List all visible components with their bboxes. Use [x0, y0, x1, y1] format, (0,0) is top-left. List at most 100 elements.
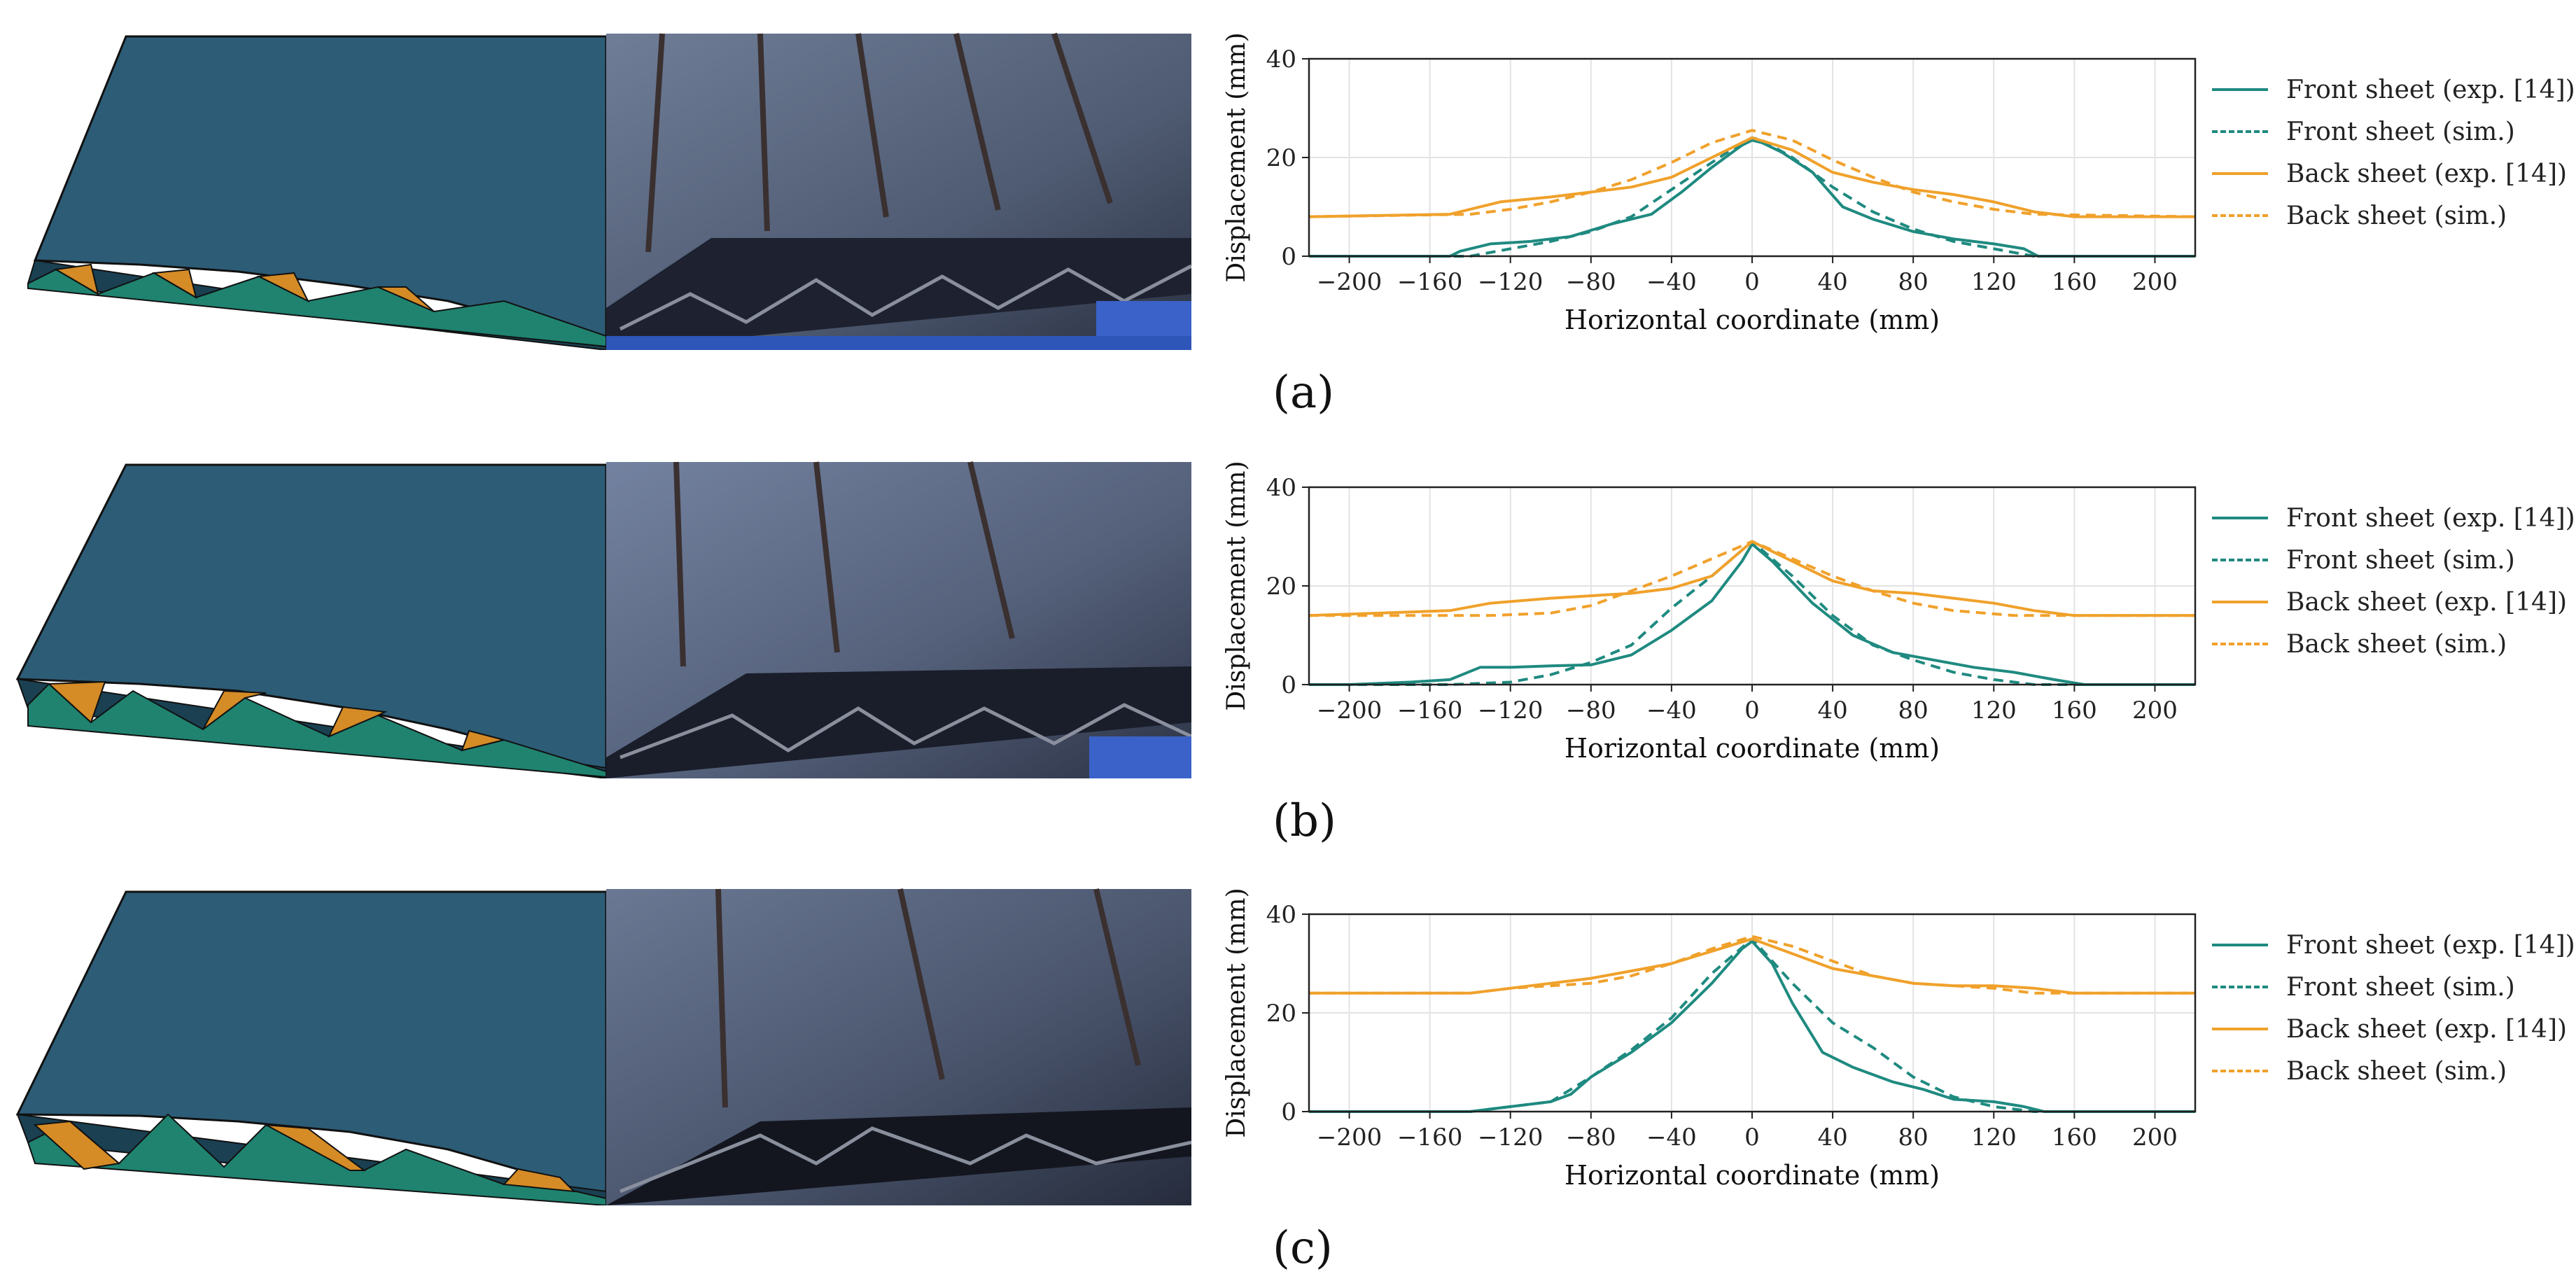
legend-item-front-exp: Front sheet (exp. [14]) — [2212, 928, 2575, 962]
series-line-3 — [1309, 937, 2195, 995]
x-tick-label: 80 — [1898, 268, 1928, 296]
panel-label-a: (a) — [1273, 367, 1335, 419]
x-tick-label: −160 — [1397, 1124, 1462, 1152]
y-axis-label: Displacement (mm) — [1222, 888, 1251, 1138]
legend-swatch-front-sim — [2212, 130, 2268, 133]
x-tick-label: −120 — [1478, 268, 1543, 296]
x-tick-label: −80 — [1566, 1124, 1616, 1152]
displacement-chart-a: −200 −160 −120 −80 −40 0 40 80 120 160 200 0 20 40 Hor… — [1222, 32, 2197, 335]
legend-label-front-sim: Front sheet (sim.) — [2286, 545, 2515, 575]
x-tick-label: −40 — [1646, 696, 1697, 724]
figure-row-c: −200 −160 −120 −80 −40 0 40 80 120 160 200 0 20 40 Hor… — [0, 855, 2576, 1284]
x-tick-label: 160 — [2052, 696, 2097, 724]
y-tick-label: 0 — [1281, 243, 1296, 271]
legend-item-front-sim: Front sheet (sim.) — [2212, 115, 2515, 148]
y-axis-label: Displacement (mm) — [1222, 32, 1251, 282]
x-tick-label: −80 — [1566, 696, 1616, 724]
x-tick-label: −200 — [1317, 1124, 1382, 1152]
series-line-4 — [1308, 129, 2196, 218]
x-tick-label: 120 — [1971, 1124, 2017, 1152]
legend-label-back-sim: Back sheet (sim.) — [2286, 201, 2507, 230]
x-tick-label: 0 — [1744, 696, 1760, 724]
legend-item-back-sim: Back sheet (sim.) — [2212, 627, 2507, 661]
y-tick-label: 40 — [1266, 901, 1296, 929]
y-tick-label: 20 — [1266, 573, 1296, 601]
legend-swatch-back-sim — [2212, 643, 2268, 645]
legend-label-front-exp: Front sheet (exp. [14]) — [2286, 75, 2575, 104]
series-line-1 — [1309, 139, 2195, 258]
figure-row-a: −200 −160 −120 −80 −40 0 40 80 120 160 200 0 20 40 Hor… — [0, 0, 2576, 428]
series-line-3 — [1308, 136, 2195, 218]
experiment-photo-a — [606, 32, 1191, 350]
legend-label-back-sim: Back sheet (sim.) — [2286, 629, 2507, 659]
series-line-4 — [1309, 540, 2195, 617]
legend-item-back-exp: Back sheet (exp. [14]) — [2212, 1012, 2567, 1046]
legend-swatch-back-exp — [2212, 1028, 2268, 1030]
experiment-photo-b — [606, 461, 1191, 778]
legend-swatch-back-exp — [2212, 172, 2268, 175]
x-tick-label: −80 — [1566, 268, 1616, 296]
x-tick-label: −200 — [1317, 696, 1382, 724]
x-tick-label: 40 — [1817, 696, 1847, 724]
legend-label-back-exp: Back sheet (exp. [14]) — [2286, 159, 2568, 188]
legend-swatch-front-exp — [2212, 517, 2268, 519]
legend-item-back-sim: Back sheet (sim.) — [2212, 1054, 2507, 1088]
x-axis-label: Horizontal coordinate (mm) — [1564, 733, 1940, 764]
x-tick-label: 40 — [1817, 1124, 1847, 1152]
legend-swatch-front-exp — [2212, 88, 2268, 91]
x-tick-label: 200 — [2132, 268, 2178, 296]
x-tick-label: −160 — [1397, 268, 1462, 296]
y-tick-label: 40 — [1266, 46, 1296, 74]
x-tick-label: 120 — [1971, 696, 2017, 724]
x-tick-label: 0 — [1744, 1124, 1760, 1152]
legend-item-back-sim: Back sheet (sim.) — [2212, 199, 2507, 232]
y-axis-label: Displacement (mm) — [1222, 461, 1251, 710]
figure-row-b: −200 −160 −120 −80 −40 0 40 80 120 160 200 0 20 40 Hor… — [0, 428, 2576, 857]
legend-label-back-sim: Back sheet (sim.) — [2286, 1056, 2507, 1086]
series-line-3 — [1308, 540, 2195, 617]
legend-item-front-sim: Front sheet (sim.) — [2212, 970, 2515, 1004]
legend-item-front-exp: Front sheet (exp. [14]) — [2212, 73, 2575, 106]
y-tick-label: 40 — [1266, 474, 1296, 502]
legend-item-front-sim: Front sheet (sim.) — [2212, 543, 2515, 577]
x-tick-label: 200 — [2132, 1124, 2178, 1152]
simulation-render-a — [27, 35, 606, 350]
y-tick-label: 0 — [1281, 1098, 1296, 1126]
simulation-render-b — [15, 463, 606, 778]
x-tick-label: 40 — [1817, 268, 1847, 296]
legend-label-front-sim: Front sheet (sim.) — [2286, 972, 2515, 1002]
legend-swatch-back-sim — [2212, 1070, 2268, 1072]
legend-swatch-front-exp — [2212, 944, 2268, 946]
legend-item-back-exp: Back sheet (exp. [14]) — [2212, 157, 2567, 190]
x-tick-label: 120 — [1971, 268, 2017, 296]
legend-label-front-exp: Front sheet (exp. [14]) — [2286, 930, 2575, 960]
y-tick-label: 20 — [1266, 144, 1296, 172]
x-tick-label: 80 — [1898, 696, 1928, 724]
x-tick-label: −40 — [1646, 1124, 1697, 1152]
x-tick-label: −200 — [1317, 268, 1382, 296]
x-tick-label: 160 — [2052, 268, 2097, 296]
legend-swatch-back-sim — [2212, 214, 2268, 217]
legend-swatch-front-sim — [2212, 986, 2268, 988]
x-axis-label: Horizontal coordinate (mm) — [1564, 304, 1940, 335]
x-axis-label: Horizontal coordinate (mm) — [1564, 1160, 1940, 1191]
x-tick-label: −160 — [1397, 696, 1462, 724]
x-tick-label: 80 — [1898, 1124, 1928, 1152]
displacement-chart-b: −200 −160 −120 −80 −40 0 40 80 120 160 200 0 20 40 Hor… — [1222, 461, 2197, 764]
series-line-4 — [1309, 934, 2195, 995]
y-tick-label: 0 — [1281, 671, 1296, 699]
series-line-1 — [1309, 542, 2195, 686]
legend-item-back-exp: Back sheet (exp. [14]) — [2212, 585, 2567, 619]
x-tick-label: −120 — [1478, 696, 1543, 724]
experiment-photo-c — [606, 888, 1191, 1205]
x-tick-label: 200 — [2132, 696, 2178, 724]
panel-label-c: (c) — [1273, 1222, 1333, 1274]
legend-label-back-exp: Back sheet (exp. [14]) — [2286, 587, 2568, 617]
legend-swatch-back-exp — [2212, 601, 2268, 603]
simulation-render-c — [15, 890, 606, 1205]
x-tick-label: 160 — [2052, 1124, 2097, 1152]
legend-label-back-exp: Back sheet (exp. [14]) — [2286, 1014, 2568, 1044]
panel-label-b: (b) — [1273, 795, 1336, 847]
displacement-chart-c: −200 −160 −120 −80 −40 0 40 80 120 160 200 0 20 40 Hor… — [1222, 888, 2197, 1191]
legend-swatch-front-sim — [2212, 559, 2268, 561]
